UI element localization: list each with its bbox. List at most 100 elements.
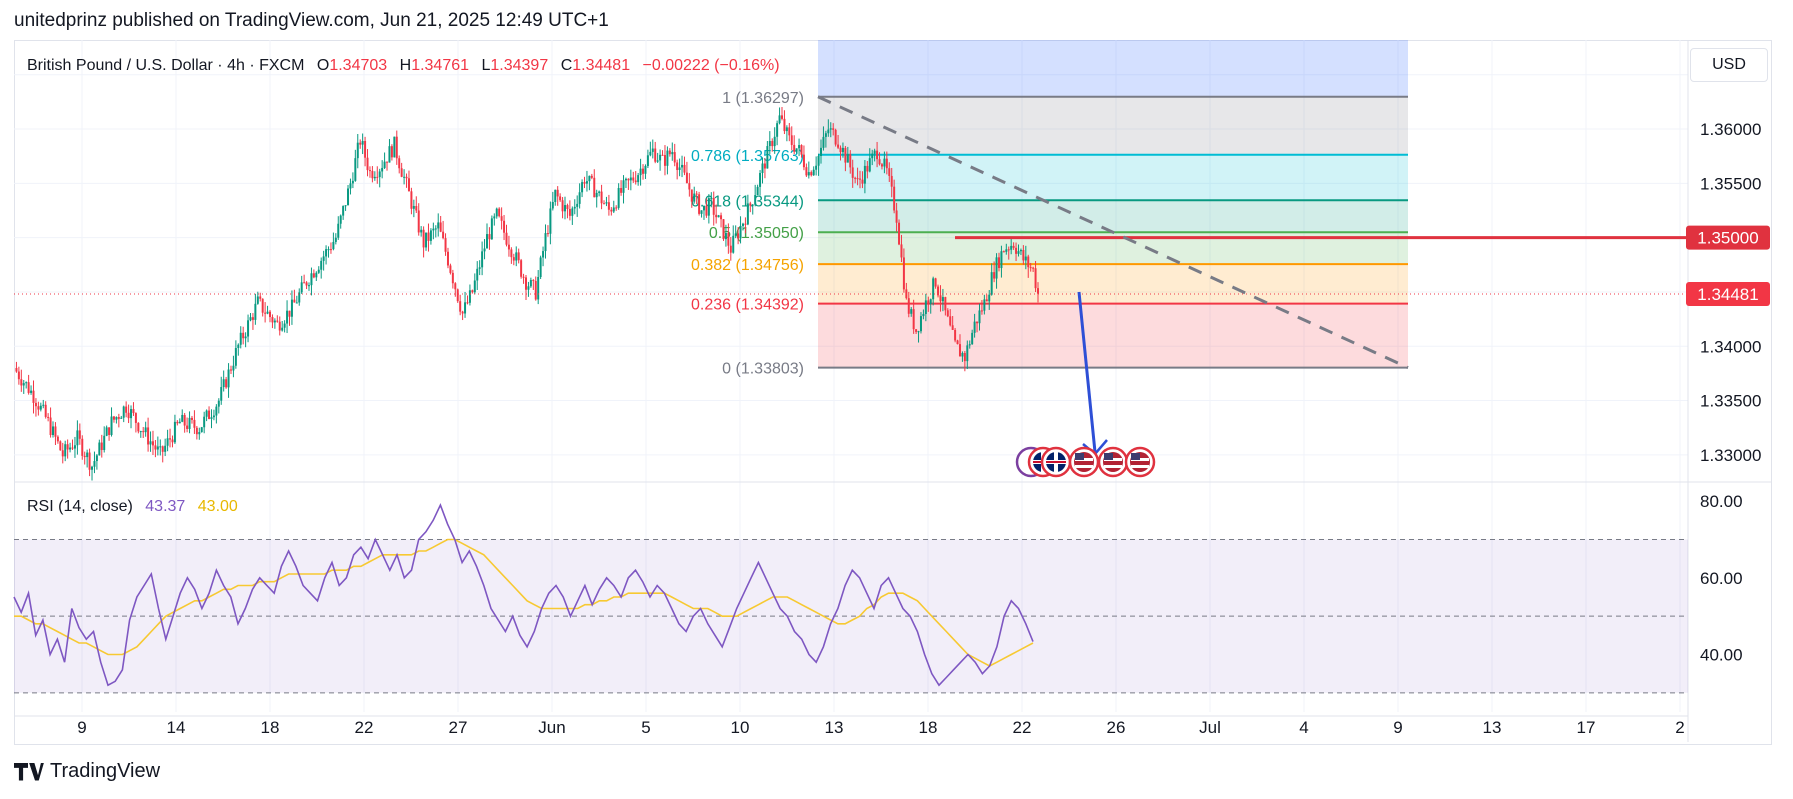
candle-body <box>932 278 935 300</box>
candle-body <box>683 164 686 173</box>
candle-body <box>520 260 523 277</box>
candle-body <box>956 340 959 345</box>
candle-body <box>478 267 481 269</box>
candle-body <box>317 269 320 273</box>
candle-body <box>510 249 513 258</box>
candle-body <box>322 256 325 261</box>
candle-body <box>195 427 198 435</box>
candle-body <box>788 127 791 136</box>
candle-body <box>122 406 125 418</box>
candle-body <box>922 314 925 317</box>
time-tick-label: Jul <box>1199 718 1221 737</box>
rsi-ma-value: 43.00 <box>198 498 238 515</box>
candle-body <box>344 205 347 207</box>
currency-button[interactable]: USD <box>1690 48 1768 82</box>
candle-body <box>468 290 471 303</box>
candle-body <box>256 296 259 304</box>
candle-body <box>420 229 423 233</box>
candle-body <box>334 237 337 242</box>
candle-body <box>646 155 649 166</box>
symbol-title: British Pound / U.S. Dollar · 4h · FXCM <box>27 57 304 74</box>
fibonacci-retracement[interactable]: 1 (1.36297)0.786 (1.35763)0.618 (1.35344… <box>691 40 1408 378</box>
candle-body <box>983 299 986 311</box>
candle-body <box>729 245 732 253</box>
candle-body <box>885 158 888 169</box>
candle-body <box>724 232 727 240</box>
candle-body <box>551 201 554 209</box>
candle-body <box>941 297 944 302</box>
uk-flag-icon[interactable] <box>1040 446 1072 478</box>
candle-body <box>1015 247 1018 254</box>
candle-body <box>534 281 537 300</box>
candle-body <box>381 167 384 172</box>
candle-body <box>205 410 208 417</box>
candle-body <box>776 123 779 137</box>
candle-body <box>1029 267 1032 269</box>
candle-body <box>634 180 637 183</box>
candle-body <box>927 300 930 305</box>
fib-level-label: 0.236 (1.34392) <box>691 297 804 314</box>
candle-body <box>834 129 837 145</box>
price-tick-label: 1.36000 <box>1700 120 1761 139</box>
candle-body <box>98 442 101 456</box>
candle-body <box>590 175 593 178</box>
candle-body <box>242 332 245 339</box>
candle-body <box>805 167 808 176</box>
candle-body <box>778 115 781 124</box>
candle-body <box>676 162 679 171</box>
candle-body <box>863 165 866 184</box>
candle-body <box>461 311 464 314</box>
flag-stripe <box>1104 465 1122 468</box>
tradingview-brand[interactable]: TradingView <box>14 760 160 783</box>
candle-body <box>303 282 306 284</box>
candle-body <box>20 379 23 386</box>
publisher-header: unitedprinz published on TradingView.com… <box>14 10 609 31</box>
candle-body <box>527 286 530 290</box>
candle-body <box>108 427 111 435</box>
candle-body <box>817 155 820 166</box>
candle-body <box>939 295 942 302</box>
candle-body <box>1000 251 1003 269</box>
candle-body <box>142 431 145 433</box>
candle-body <box>1017 251 1020 254</box>
candle-body <box>763 163 766 169</box>
candle-body <box>671 152 674 155</box>
candle-body <box>546 233 549 235</box>
candle-body <box>888 168 891 176</box>
candle-body <box>503 220 506 233</box>
candle-body <box>722 219 725 240</box>
candle-body <box>800 145 803 155</box>
open-value: 1.34703 <box>329 57 387 74</box>
candle-body <box>744 223 747 225</box>
candle-body <box>312 273 315 278</box>
candle-body <box>695 193 698 195</box>
candle-body <box>81 438 84 456</box>
candle-body <box>859 178 862 180</box>
us-flag-icon[interactable] <box>1068 446 1100 478</box>
candle-body <box>115 417 118 420</box>
candle-body <box>893 186 896 211</box>
candle-body <box>795 148 798 152</box>
chart-frame <box>14 40 1772 745</box>
candle-body <box>754 195 757 205</box>
candle-body <box>898 222 901 245</box>
candle-body <box>395 136 398 159</box>
us-flag-icon[interactable] <box>1097 446 1129 478</box>
candle-body <box>112 416 115 420</box>
us-flag-icon[interactable] <box>1124 446 1156 478</box>
candle-body <box>149 441 152 445</box>
candle-body <box>637 175 640 183</box>
candle-body <box>561 200 564 212</box>
candle-body <box>622 180 625 193</box>
candle-body <box>642 168 645 174</box>
candle-body <box>222 379 225 388</box>
candle-body <box>405 176 408 179</box>
candle-body <box>203 416 206 428</box>
candle-body <box>400 168 403 177</box>
price-axis[interactable]: 1.365001.360001.355001.350001.345001.340… <box>77 66 1770 737</box>
time-tick-label: 10 <box>731 718 750 737</box>
candle-body <box>22 383 25 386</box>
drawings[interactable] <box>14 95 1688 478</box>
open-label: O <box>317 57 329 74</box>
